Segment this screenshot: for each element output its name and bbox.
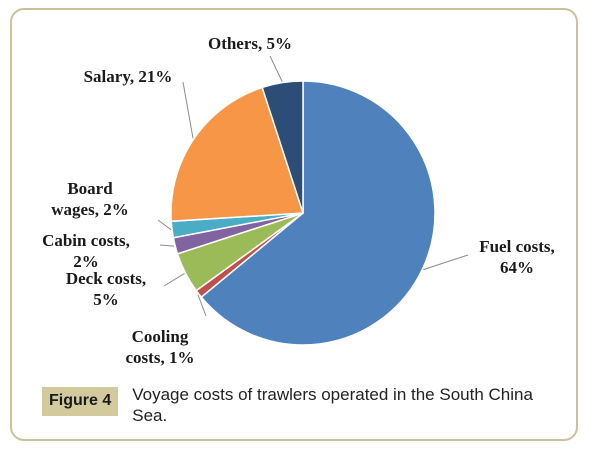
pie-slice-fuel-costs xyxy=(200,80,436,346)
slice-label-others: Others, 5% xyxy=(208,34,292,53)
slice-label-line: Deck costs, xyxy=(66,269,146,288)
figure-caption: Figure 4 Voyage costs of trawlers operat… xyxy=(42,384,562,426)
leader-line-cabin-costs xyxy=(159,244,175,247)
slice-label-line: Salary, 21% xyxy=(84,67,173,86)
slice-label-line: Fuel costs, xyxy=(479,237,555,256)
leader-line-deck-costs xyxy=(163,272,185,287)
leader-lines xyxy=(157,55,469,317)
leader-line-cooling-costs xyxy=(197,294,207,317)
slice-label-line: Cabin costs, xyxy=(42,231,130,250)
leader-line-others xyxy=(269,55,283,82)
slice-label-cooling-costs: Cooling costs, 1% xyxy=(126,327,195,367)
slice-label-line: 5% xyxy=(93,290,119,309)
slice-label-fuel-costs: Fuel costs, 64% xyxy=(479,237,555,277)
slice-label-line: Board xyxy=(67,179,113,198)
slice-label-line: Cooling xyxy=(132,327,189,346)
pie-slices xyxy=(170,80,436,346)
figure-number-badge: Figure 4 xyxy=(42,387,119,416)
leader-line-salary xyxy=(182,81,194,139)
slice-label-salary: Salary, 21% xyxy=(84,67,173,86)
slice-label-board-wages: Board wages, 2% xyxy=(51,179,128,219)
pie-slice-others xyxy=(261,80,304,214)
slice-labels: Fuel costs, 64% Cooling costs, 1% Deck costs… xyxy=(42,34,555,367)
leader-line-fuel-costs xyxy=(423,254,469,271)
slice-label-cabin-costs: Cabin costs, 2% xyxy=(42,231,130,271)
slice-label-line: Others, 5% xyxy=(208,34,292,53)
figure-caption-text: Voyage costs of trawlers operated in the… xyxy=(132,385,533,425)
slice-label-deck-costs: Deck costs, 5% xyxy=(66,269,146,309)
pie-slice-salary xyxy=(170,86,305,223)
slice-label-line: 2% xyxy=(73,252,99,271)
slice-label-line: 64% xyxy=(500,258,534,277)
slice-label-line: wages, 2% xyxy=(51,200,128,219)
leader-line-board-wages xyxy=(157,219,172,231)
slice-label-line: costs, 1% xyxy=(126,348,195,367)
